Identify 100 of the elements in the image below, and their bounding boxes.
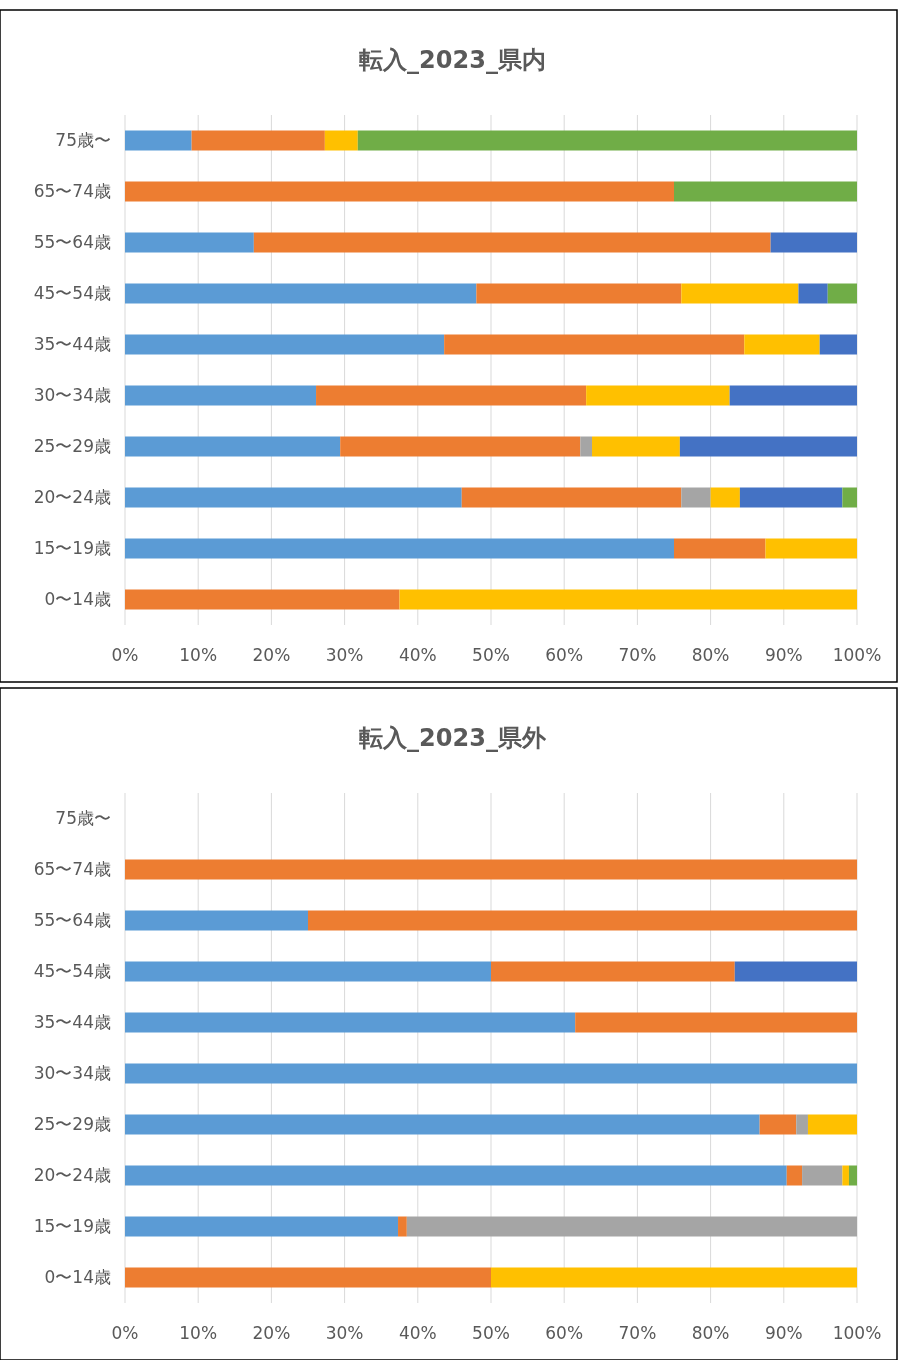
x-tick-label: 50%	[472, 1323, 510, 1343]
x-tick-label: 100%	[832, 1323, 882, 1343]
y-tick-label: 20〜24歳	[33, 1165, 111, 1186]
x-tick-label: 40%	[398, 645, 437, 665]
bar	[125, 1165, 787, 1186]
bar	[739, 487, 843, 508]
bar	[125, 1012, 576, 1033]
chart-title: 転入_2023_県外	[359, 724, 547, 752]
y-tick-label: 55〜64歳	[33, 910, 111, 931]
bar	[796, 1114, 808, 1135]
y-tick-label: 30〜34歳	[33, 385, 111, 406]
bar	[580, 436, 593, 457]
bar	[674, 538, 766, 559]
bar	[786, 1165, 803, 1186]
bar	[125, 1063, 857, 1084]
y-tick-label: 30〜34歳	[33, 1063, 111, 1084]
y-tick-label: 65〜74歳	[33, 859, 111, 880]
bar	[125, 961, 491, 982]
bar	[807, 1114, 857, 1135]
bar	[125, 283, 477, 304]
bar	[491, 961, 735, 982]
x-tick-label: 30%	[325, 645, 364, 665]
bar	[125, 385, 317, 406]
bar	[710, 487, 740, 508]
y-tick-label: 75歳〜	[55, 130, 111, 151]
bar	[308, 910, 857, 931]
bar	[125, 1114, 760, 1135]
bar	[125, 181, 674, 202]
bar	[848, 1165, 857, 1186]
bar	[770, 232, 857, 253]
x-tick-label: 50%	[472, 645, 510, 665]
bar	[759, 1114, 797, 1135]
x-tick-label: 20%	[252, 645, 291, 665]
y-tick-label: 45〜54歳	[33, 961, 111, 982]
bar	[842, 1165, 849, 1186]
x-tick-label: 90%	[764, 1323, 803, 1343]
x-tick-label: 0%	[111, 645, 139, 665]
x-tick-label: 90%	[764, 645, 803, 665]
bar	[444, 334, 745, 355]
y-tick-label: 25〜29歳	[33, 436, 111, 457]
bar	[125, 538, 674, 559]
bar	[491, 1267, 857, 1288]
chart-title: 転入_2023_県内	[359, 46, 546, 74]
bar	[681, 283, 799, 304]
y-tick-label: 0〜14歳	[44, 1267, 111, 1288]
bar	[125, 589, 400, 610]
bar	[798, 283, 828, 304]
y-tick-label: 55〜64歳	[33, 232, 111, 253]
y-tick-label: 0〜14歳	[44, 589, 111, 610]
x-tick-label: 0%	[111, 1323, 139, 1343]
bar	[802, 1165, 843, 1186]
x-tick-label: 100%	[832, 645, 882, 665]
bar	[125, 859, 857, 880]
x-tick-label: 80%	[691, 645, 730, 665]
bar	[734, 961, 857, 982]
x-tick-label: 70%	[618, 1323, 657, 1343]
bar	[253, 232, 771, 253]
bar	[191, 130, 325, 151]
bar	[125, 487, 462, 508]
bar	[316, 385, 587, 406]
y-tick-label: 25〜29歳	[33, 1114, 111, 1135]
y-tick-label: 45〜54歳	[33, 283, 111, 304]
x-tick-label: 10%	[179, 1323, 218, 1343]
bar	[674, 181, 857, 202]
bar	[399, 589, 857, 610]
y-tick-label: 35〜44歳	[33, 1012, 111, 1033]
bar	[744, 334, 820, 355]
bar	[125, 232, 254, 253]
x-tick-label: 70%	[618, 645, 657, 665]
bar	[324, 130, 358, 151]
bar	[125, 1216, 399, 1237]
x-tick-label: 20%	[252, 1323, 291, 1343]
bar	[819, 334, 857, 355]
x-tick-label: 30%	[325, 1323, 364, 1343]
bar	[681, 487, 711, 508]
y-tick-label: 15〜19歳	[33, 538, 111, 559]
bar	[575, 1012, 857, 1033]
x-tick-label: 40%	[398, 1323, 437, 1343]
bar	[125, 130, 192, 151]
y-tick-label: 65〜74歳	[33, 181, 111, 202]
bar	[765, 538, 857, 559]
bar	[729, 385, 857, 406]
bar	[125, 436, 341, 457]
bar	[125, 1267, 491, 1288]
bar	[476, 283, 682, 304]
x-tick-label: 60%	[545, 1323, 584, 1343]
y-tick-label: 35〜44歳	[33, 334, 111, 355]
bar	[357, 130, 857, 151]
y-tick-label: 15〜19歳	[33, 1216, 111, 1237]
bar	[461, 487, 682, 508]
bar	[398, 1216, 407, 1237]
bar	[125, 910, 308, 931]
bar	[125, 334, 445, 355]
bar	[406, 1216, 857, 1237]
bar	[586, 385, 730, 406]
bar	[592, 436, 680, 457]
bar	[842, 487, 857, 508]
x-tick-label: 80%	[691, 1323, 730, 1343]
bar	[679, 436, 857, 457]
bar	[827, 283, 857, 304]
